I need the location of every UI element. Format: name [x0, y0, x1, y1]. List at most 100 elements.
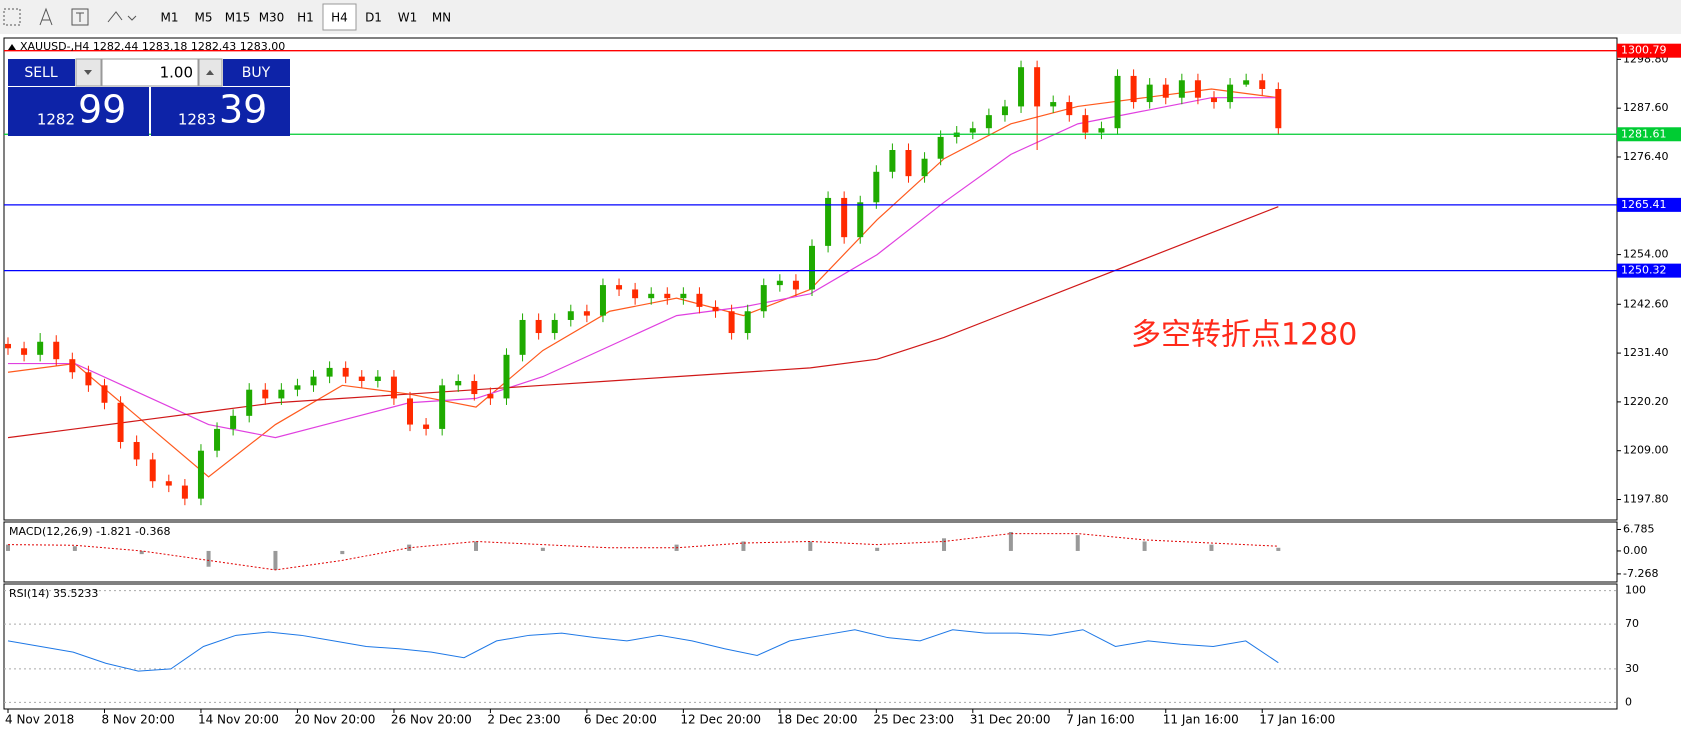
chart-title: XAUUSD-,H4 1282.44 1283.18 1282.43 1283.… [20, 40, 285, 53]
candle-body [905, 150, 912, 177]
candle-body [985, 115, 992, 129]
level-label-box [1617, 127, 1681, 142]
collapse-arrow[interactable] [8, 44, 16, 50]
macd-bar [741, 541, 746, 551]
candle-body [1098, 128, 1105, 133]
macd-bar [474, 541, 479, 551]
label-icon[interactable] [71, 8, 89, 26]
ask-box[interactable] [151, 87, 290, 136]
level-label: 1265.41 [1621, 198, 1667, 211]
candle-body [551, 319, 558, 334]
candle-body [616, 285, 623, 290]
y-tick-label: 1231.40 [1623, 346, 1669, 359]
x-tick-label: 20 Nov 20:00 [294, 713, 375, 727]
timeframe-button[interactable]: D1 [365, 11, 382, 25]
candle-body [278, 389, 285, 399]
candle-body [1243, 80, 1250, 85]
level-label-box [1617, 43, 1681, 58]
candle-body [535, 319, 542, 334]
macd-bar [206, 550, 211, 567]
down-arrow [84, 70, 92, 75]
candle-body [1211, 97, 1217, 103]
candle-body [792, 280, 799, 290]
buy-label: BUY [242, 65, 271, 81]
candle-body [1146, 84, 1153, 103]
macd-signal [7, 533, 1279, 571]
candle-body [1082, 115, 1089, 133]
candle-body [471, 380, 478, 395]
candle-body [969, 128, 976, 133]
candle-body [69, 359, 76, 373]
macd-bar [1142, 541, 1147, 551]
macd-bar [875, 547, 880, 551]
timeframe-button[interactable]: M30 [259, 11, 285, 25]
bid-box[interactable] [8, 87, 149, 136]
timeframe-button[interactable]: H4 [331, 11, 348, 25]
x-tick-label: 2 Dec 23:00 [487, 713, 560, 727]
candle-body [857, 202, 864, 238]
candle-body [117, 402, 124, 442]
macd-bar [72, 546, 77, 551]
macd-bar [942, 538, 947, 551]
candle-body [599, 285, 606, 316]
sell-button[interactable] [8, 59, 75, 86]
macd-title: MACD(12,26,9) -1.821 -0.368 [9, 525, 170, 538]
annotation: 多空转折点1280 [1131, 318, 1357, 353]
x-tick-label: 14 Nov 20:00 [198, 713, 279, 727]
y-tick-label: 100 [1625, 584, 1646, 597]
rsi-line [7, 629, 1279, 672]
toolbar [0, 0, 1681, 34]
candle-body [1194, 80, 1201, 98]
candle-body [1114, 75, 1121, 129]
candle-body [487, 394, 494, 399]
y-tick-label: 30 [1625, 662, 1639, 675]
candle-body [53, 341, 60, 360]
candle-body [648, 293, 655, 299]
active-timeframe [322, 3, 357, 31]
candle-body [1130, 75, 1137, 103]
timeframe-button[interactable]: M5 [195, 11, 213, 25]
timeframes: M1 M5 M15 M30 H1 H4 D1 W1 MN [161, 3, 451, 31]
candle-body [37, 341, 44, 355]
y-tick-label: -7.268 [1623, 567, 1658, 580]
trade-panel: SELL 1.00 BUY 1282 99 1283 39 [8, 58, 290, 136]
macd-bar [1276, 547, 1281, 551]
candle-body [937, 136, 944, 159]
candle-body [680, 293, 687, 299]
shapes-icon[interactable] [107, 11, 137, 23]
timeframe-button[interactable]: MN [432, 11, 451, 25]
lot-down[interactable] [75, 58, 102, 87]
timeframe-button[interactable]: M1 [161, 11, 179, 25]
x-tick-label: 4 Nov 2018 [5, 713, 74, 727]
candle-body [744, 311, 751, 334]
text-icon[interactable] [39, 7, 53, 26]
macd-bar [540, 547, 545, 551]
candle-body [214, 428, 221, 451]
timeframe-button[interactable]: H1 [297, 11, 314, 25]
candle-body [1050, 102, 1057, 107]
candle-body [841, 197, 848, 238]
candle-body [101, 385, 108, 403]
candle-body [567, 311, 574, 320]
macd-bar [6, 544, 10, 551]
candle-body [407, 398, 413, 425]
candle-body [133, 441, 140, 460]
timeframe-button[interactable]: W1 [398, 11, 418, 25]
rsi-title: RSI(14) 35.5233 [9, 587, 98, 600]
candle-body [1162, 84, 1169, 98]
macd-bar [340, 550, 345, 555]
candle-body [294, 385, 301, 390]
candle-body [809, 245, 815, 290]
y-tick-label: 1209.00 [1623, 444, 1669, 457]
lot-field[interactable] [101, 58, 199, 87]
timeframe-button[interactable]: M15 [225, 11, 251, 25]
buy-button[interactable] [223, 59, 290, 86]
y-tick-label: 1197.80 [1623, 493, 1669, 506]
candle-body [503, 354, 510, 399]
chart-background [0, 34, 1681, 732]
candle-body [197, 450, 204, 499]
macd-bar [139, 550, 144, 555]
level-label-box [1617, 197, 1681, 212]
crosshair-icon[interactable] [3, 8, 21, 26]
